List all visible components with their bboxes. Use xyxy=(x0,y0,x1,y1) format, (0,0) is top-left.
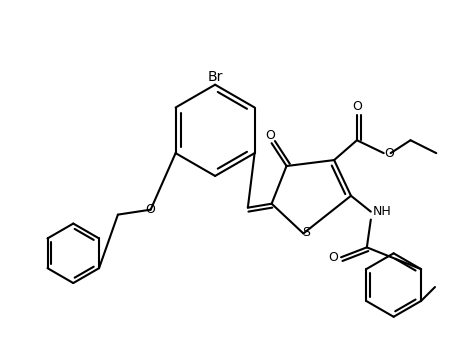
Text: NH: NH xyxy=(372,205,391,218)
Text: Br: Br xyxy=(207,70,222,84)
Text: S: S xyxy=(302,226,310,239)
Text: O: O xyxy=(265,129,275,142)
Text: O: O xyxy=(146,203,155,216)
Text: O: O xyxy=(351,100,361,114)
Text: O: O xyxy=(384,147,394,160)
Text: O: O xyxy=(328,251,337,264)
